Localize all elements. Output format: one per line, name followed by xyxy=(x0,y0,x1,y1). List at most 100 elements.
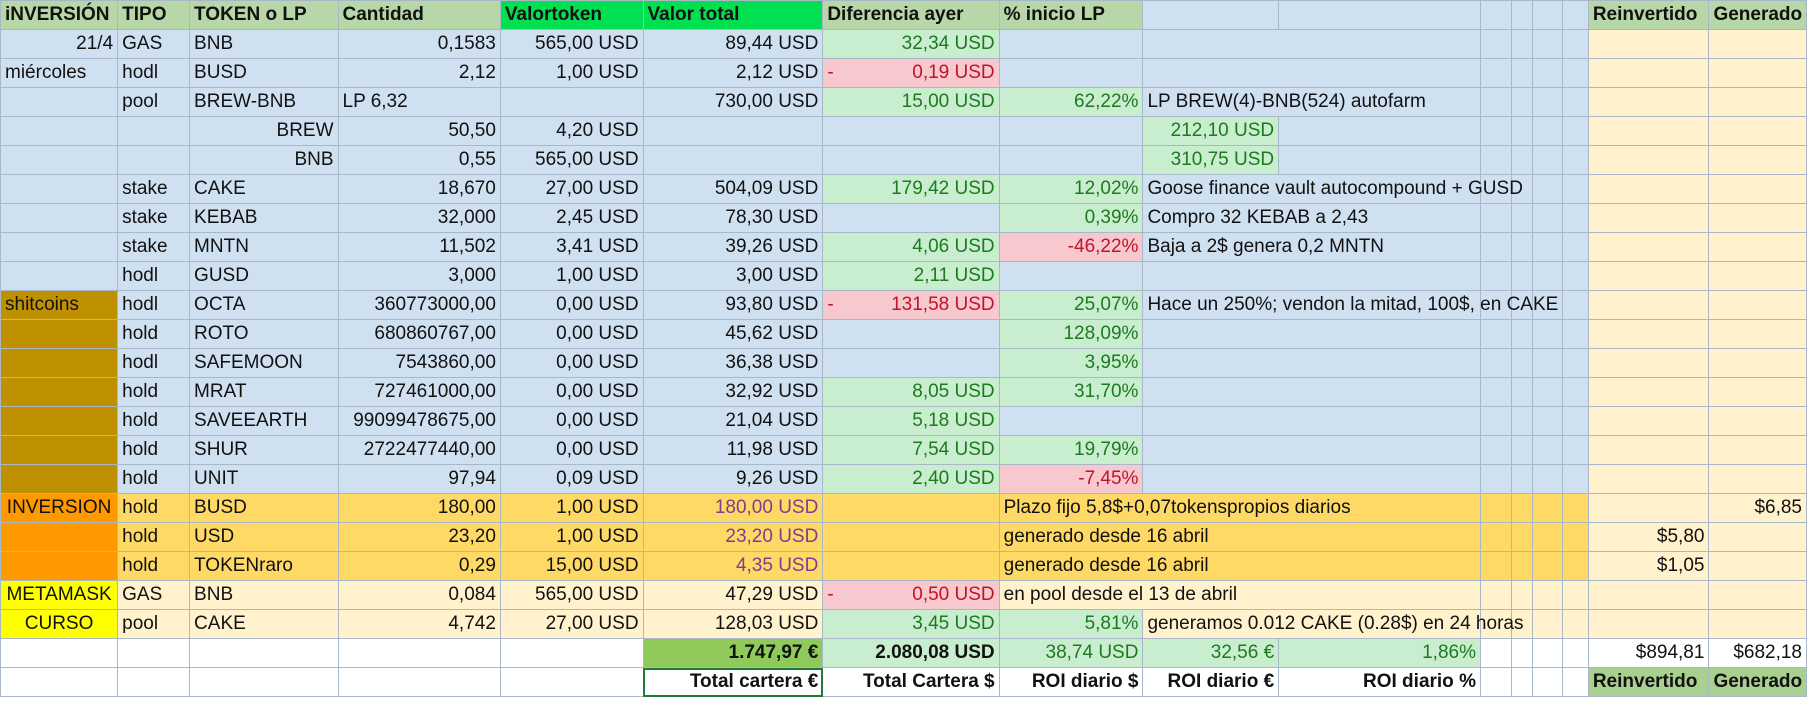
cell-blank[interactable] xyxy=(1511,116,1534,146)
cell-blank[interactable] xyxy=(1532,406,1564,436)
cell-diferencia[interactable] xyxy=(822,348,1000,378)
cell-valortotal[interactable]: 4,35 USD xyxy=(642,551,824,581)
cell-blank[interactable] xyxy=(1562,116,1589,146)
cell-blank[interactable] xyxy=(1562,464,1589,494)
cell-valortoken[interactable]: 4,20 USD xyxy=(499,116,644,146)
cell-blank[interactable] xyxy=(1532,580,1564,610)
cell-valortoken[interactable]: 0,00 USD xyxy=(499,377,644,407)
cell-blank[interactable] xyxy=(1479,406,1513,436)
cell-valortoken[interactable]: 0,00 USD xyxy=(499,348,644,378)
cell-cantidad[interactable]: 11,502 xyxy=(337,232,501,262)
cell-valortotal[interactable]: 23,20 USD xyxy=(642,522,824,552)
cell-token[interactable]: BREW-BNB xyxy=(189,87,339,117)
cell-blank[interactable] xyxy=(1511,203,1534,233)
cell-tipo[interactable]: hold xyxy=(117,435,191,465)
cell-blank[interactable] xyxy=(1511,145,1534,175)
cell-tipo[interactable]: stake xyxy=(117,203,191,233)
cell-token[interactable]: BUSD xyxy=(189,493,339,523)
total-eur-value[interactable]: 1.747,97 € xyxy=(642,638,824,668)
cell-note[interactable]: generamos 0.012 CAKE (0.28$) en 24 horas xyxy=(1142,609,1523,639)
cell-inicio[interactable] xyxy=(998,145,1144,175)
cell-generado[interactable] xyxy=(1708,464,1807,494)
cell-inicio[interactable]: 128,09% xyxy=(998,319,1144,349)
cell-reinvertido[interactable] xyxy=(1587,174,1710,204)
cell-reinvertido[interactable] xyxy=(1587,609,1710,639)
cell-blank[interactable] xyxy=(1562,261,1589,291)
cell-blank[interactable] xyxy=(1511,638,1534,668)
cell-reinvertido[interactable] xyxy=(1587,493,1710,523)
cell-blank[interactable] xyxy=(1562,203,1589,233)
cell-token[interactable]: CAKE xyxy=(189,174,339,204)
cell-tipo[interactable]: hold xyxy=(117,319,191,349)
cell-blank[interactable] xyxy=(1511,319,1534,349)
cell-blank[interactable] xyxy=(1562,667,1589,697)
total-reinvertido-value[interactable]: $894,81 xyxy=(1587,638,1710,668)
cell-blank[interactable] xyxy=(1479,609,1513,639)
cell-cantidad[interactable]: 2,12 xyxy=(337,58,501,88)
label-reinvertido[interactable]: Reinvertido xyxy=(1587,667,1710,697)
cell-blank[interactable] xyxy=(1532,435,1564,465)
cell-blank[interactable] xyxy=(499,638,644,668)
cell-diferencia[interactable] xyxy=(822,203,1000,233)
cell-blank[interactable] xyxy=(1479,87,1513,117)
header-blank[interactable] xyxy=(1479,0,1513,30)
cell-note[interactable] xyxy=(1142,406,1481,436)
total-generado-value[interactable]: $682,18 xyxy=(1708,638,1807,668)
cell-diferencia[interactable]: 2,40 USD xyxy=(822,464,1000,494)
cell-valortotal[interactable]: 89,44 USD xyxy=(642,29,824,59)
cell-inversion[interactable] xyxy=(0,435,119,465)
cell-inicio[interactable]: 0,39% xyxy=(998,203,1144,233)
cell-blank[interactable] xyxy=(1479,667,1513,697)
cell-token[interactable]: SHUR xyxy=(189,435,339,465)
cell-blank[interactable] xyxy=(1479,638,1513,668)
cell-inversion[interactable] xyxy=(0,232,119,262)
cell-valortoken[interactable]: 565,00 USD xyxy=(499,29,644,59)
cell-reinvertido[interactable] xyxy=(1587,232,1710,262)
cell-blank[interactable] xyxy=(1562,290,1589,320)
label-roi-usd[interactable]: ROI diario $ xyxy=(998,667,1144,697)
cell-inversion[interactable] xyxy=(0,522,119,552)
cell-valortoken[interactable]: 0,00 USD xyxy=(499,290,644,320)
cell-token[interactable]: MRAT xyxy=(189,377,339,407)
cell-token[interactable]: BNB xyxy=(189,29,339,59)
cell-generado[interactable] xyxy=(1708,174,1807,204)
cell-blank[interactable] xyxy=(1532,319,1564,349)
cell-cantidad[interactable]: 7543860,00 xyxy=(337,348,501,378)
cell-tipo[interactable]: hold xyxy=(117,406,191,436)
cell-blank[interactable] xyxy=(1479,551,1513,581)
cell-valortotal[interactable]: 45,62 USD xyxy=(642,319,824,349)
cell-diferencia[interactable]: 5,18 USD xyxy=(822,406,1000,436)
cell-inicio[interactable]: 19,79% xyxy=(998,435,1144,465)
cell-blank[interactable] xyxy=(1511,29,1534,59)
cell-note[interactable]: Compro 32 KEBAB a 2,43 xyxy=(1142,203,1481,233)
cell-diferencia[interactable]: 3,45 USD xyxy=(822,609,1000,639)
cell-diferencia[interactable]: 7,54 USD xyxy=(822,435,1000,465)
cell-blank[interactable] xyxy=(1479,174,1513,204)
cell-reinvertido[interactable] xyxy=(1587,377,1710,407)
cell-tipo[interactable]: hold xyxy=(117,551,191,581)
cell-inicio[interactable] xyxy=(998,58,1144,88)
cell-generado[interactable] xyxy=(1708,145,1807,175)
cell-note[interactable] xyxy=(1142,319,1481,349)
label-total-usd[interactable]: Total Cartera $ xyxy=(822,667,1000,697)
cell-blank[interactable] xyxy=(1562,377,1589,407)
cell-cantidad[interactable]: 23,20 xyxy=(337,522,501,552)
cell-blank[interactable] xyxy=(117,638,191,668)
cell-blank[interactable] xyxy=(1562,493,1589,523)
cell-tipo[interactable]: pool xyxy=(117,609,191,639)
cell-token[interactable]: UNIT xyxy=(189,464,339,494)
cell-inversion[interactable] xyxy=(0,203,119,233)
cell-blank[interactable] xyxy=(1479,580,1513,610)
label-generado[interactable]: Generado xyxy=(1708,667,1807,697)
cell-generado[interactable] xyxy=(1708,116,1807,146)
cell-cantidad[interactable]: 2722477440,00 xyxy=(337,435,501,465)
cell-reinvertido[interactable] xyxy=(1587,116,1710,146)
cell-blank[interactable] xyxy=(1532,464,1564,494)
cell-cantidad[interactable]: 0,29 xyxy=(337,551,501,581)
cell-generado[interactable] xyxy=(1708,58,1807,88)
cell-generado[interactable] xyxy=(1708,580,1807,610)
cell-valortoken[interactable]: 27,00 USD xyxy=(499,174,644,204)
cell-blank[interactable] xyxy=(1532,551,1564,581)
cell-inversion[interactable]: METAMASK xyxy=(0,580,119,610)
cell-blank[interactable] xyxy=(1479,203,1513,233)
